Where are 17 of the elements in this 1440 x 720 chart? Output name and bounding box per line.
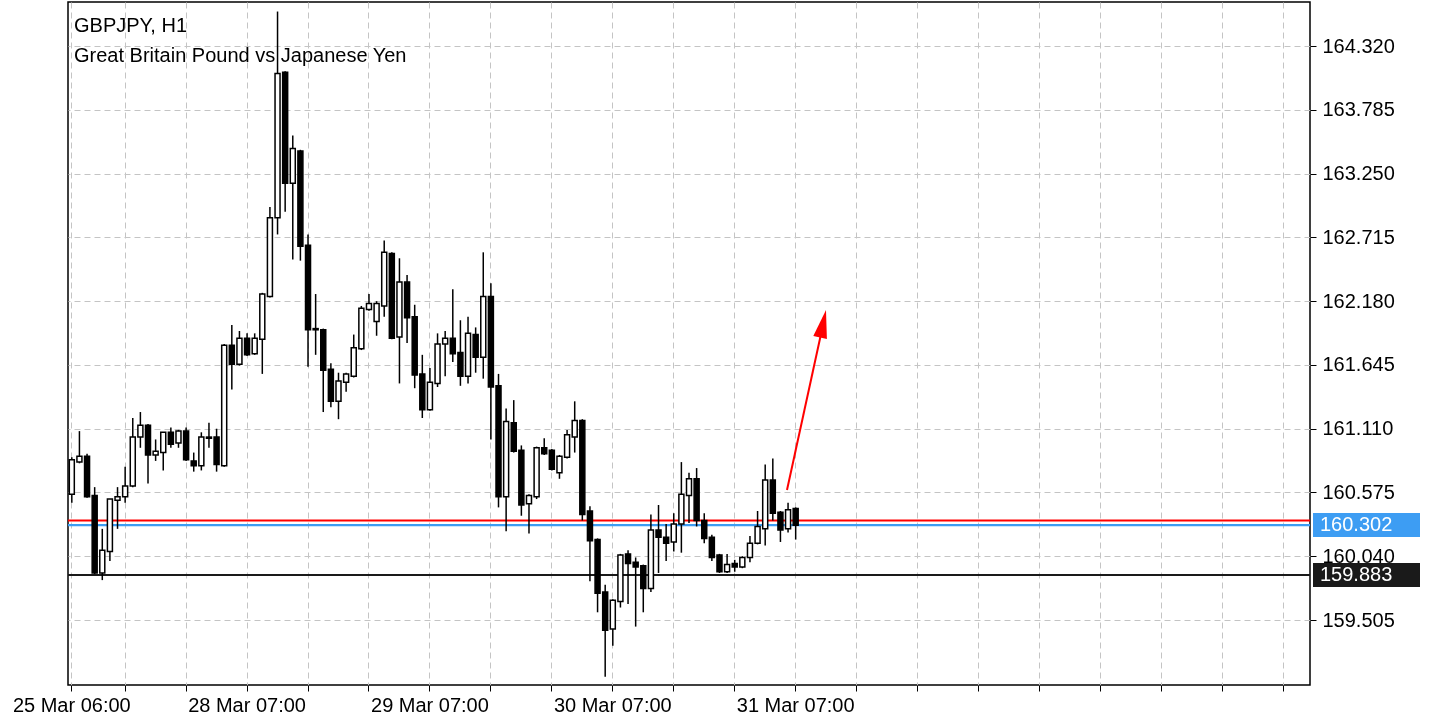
y-tick-label: 162.715 [1322, 225, 1395, 248]
x-tick-label: 28 Mar 07:00 [188, 693, 306, 716]
y-tick-label: 162.180 [1322, 289, 1395, 312]
y-tick-label: 159.505 [1322, 608, 1395, 631]
y-tick-label: 161.110 [1322, 417, 1394, 440]
y-tick-label: 163.785 [1322, 98, 1395, 121]
ref-line-label: 160.302 [1320, 513, 1393, 536]
y-tick-label: 160.575 [1322, 481, 1395, 503]
x-tick-label: 25 Mar 06:00 [12, 693, 131, 716]
x-tick-label: 31 Mar 07:00 [736, 693, 855, 716]
x-tick-label: 29 Mar 07:00 [371, 693, 489, 716]
x-tick-label: 30 Mar 07:00 [553, 693, 672, 716]
text: GBPJPY, H1 [74, 14, 188, 36]
text: Great Britain Pound vs Japanese Yen [74, 44, 407, 66]
y-tick-label: 163.250 [1322, 162, 1395, 185]
y-tick-label: 161.645 [1322, 353, 1395, 376]
y-tick-label: 164.320 [1322, 34, 1395, 57]
